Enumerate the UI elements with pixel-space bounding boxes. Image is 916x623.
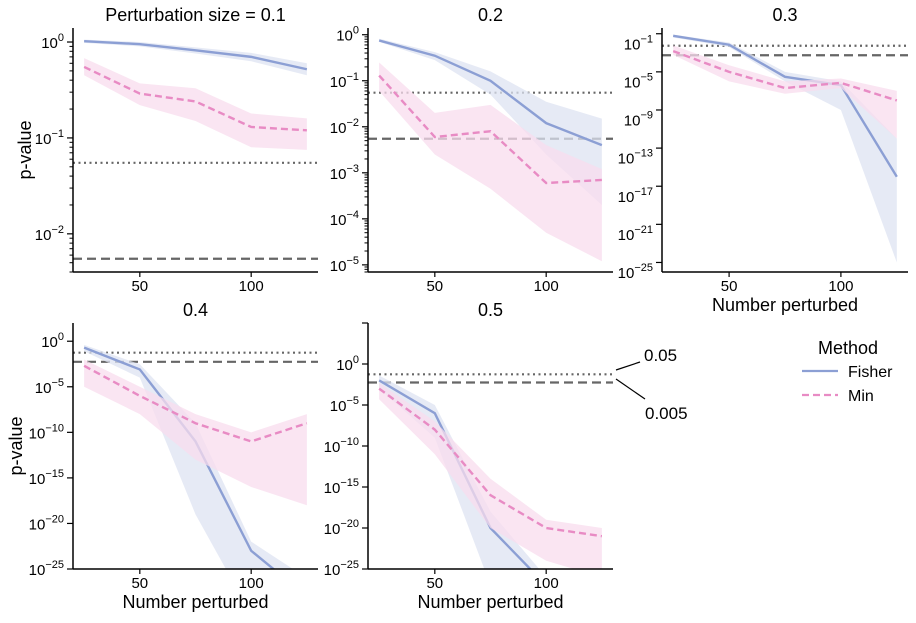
ci-band-min [379,62,602,262]
x-axis-label: Number perturbed [417,592,563,612]
y-tick-label: 10−1 [35,128,64,148]
legend: Method Fisher Min [802,338,893,405]
panel-title: Perturbation size = 0.1 [105,5,286,25]
plot-area [368,373,613,569]
y-tick-label: 100 [336,25,359,45]
y-tick-label: 10−4 [330,209,359,229]
panel-4: 100 10−5 10−10 10−15 10−20 10−25 50 100 0.4 Numbe… [6,300,318,612]
series-line-min [378,74,602,185]
panel-2: 100 10−1 10−2 10−3 10−4 10−5 50 100 0.2 [330,5,613,295]
threshold-annotations: 0.05 0.005 [615,346,688,423]
y-tick-label: 10−25 [324,559,359,579]
y-tick-label: 10−2 [35,224,64,244]
plot-area [368,38,613,262]
x-tick-label: 50 [721,278,738,295]
annotation-label-dashed: 0.005 [645,404,688,423]
series-line-min [378,387,603,538]
series-line-min [83,364,308,443]
y-tick-label: 10−15 [324,477,359,497]
y-tick-label: 100 [41,32,64,52]
y-tick-label: 10−15 [29,468,64,488]
panel-title: 0.4 [183,300,208,320]
plot-area [73,39,318,260]
y-tick-label: 10−13 [618,148,653,168]
series-line-fisher [84,39,308,71]
legend-label-min: Min [848,388,874,405]
annotation-leader-dotted [615,361,641,371]
panel-title: 0.2 [478,5,503,25]
y-tick-label: 100 [41,331,64,351]
y-tick-label: 10−1 [330,71,359,91]
x-tick-label: 100 [534,575,559,592]
y-tick-label: 10−1 [624,33,653,53]
ci-band-min [84,58,307,150]
x-axis-label: Number perturbed [122,592,268,612]
y-tick-label: 10−20 [324,518,359,538]
y-axis-label: p-value [6,416,26,475]
y-axis-label: p-value [15,120,35,179]
y-tick-label: 10−5 [330,395,359,415]
y-tick-label: 10−5 [35,377,64,397]
y-tick-label: 10−21 [618,224,653,244]
legend-title: Method [818,338,878,358]
ci-band-fisher [673,34,897,263]
series-line-fisher [672,34,898,178]
y-tick-label: 10−2 [330,117,359,137]
y-tick-label: 10−3 [330,163,359,183]
panel-1: 100 10−1 10−2 50 100 Perturbation size = 0.1 p… [15,5,318,295]
y-tick-label: 10−20 [29,513,64,533]
panel-3: 10−1 10−5 10−9 10−13 10−17 10−21 10−25 50 100 0.3… [618,5,908,315]
panel-title: 0.3 [772,5,797,25]
panel-5: 100 10−5 10−10 10−15 10−20 10−25 50 100 0.5 Numbe… [324,300,613,612]
x-tick-label: 100 [534,278,559,295]
ci-band-fisher [84,39,307,76]
series-line-min [672,49,898,102]
ci-band-fisher [379,38,602,205]
x-tick-label: 50 [426,575,443,592]
annotation-leader-dashed [615,378,646,400]
x-tick-label: 100 [239,278,264,295]
x-axis-label: Number perturbed [712,295,858,315]
y-tick-label: 10−17 [618,186,653,206]
x-tick-label: 50 [131,575,148,592]
series-line-fisher [378,39,603,147]
legend-label-fisher: Fisher [848,364,893,381]
y-tick-label: 100 [336,354,359,374]
ci-band-min [84,359,307,506]
plot-area [73,344,318,569]
plot-area [662,34,908,263]
x-tick-label: 50 [131,278,148,295]
y-tick-label: 10−10 [29,422,64,442]
ci-band-min [673,45,897,139]
y-tick-label: 10−5 [624,71,653,91]
x-tick-label: 100 [239,575,264,592]
ci-band-fisher [84,344,293,569]
y-tick-label: 10−5 [330,255,359,275]
x-tick-label: 50 [426,278,443,295]
y-tick-label: 10−10 [324,436,359,456]
y-tick-label: 10−25 [618,262,653,282]
y-tick-label: 10−9 [624,110,653,130]
y-tick-label: 10−25 [29,559,64,579]
panel-title: 0.5 [478,300,503,320]
annotation-label-dotted: 0.05 [644,346,677,365]
x-tick-label: 100 [828,278,853,295]
